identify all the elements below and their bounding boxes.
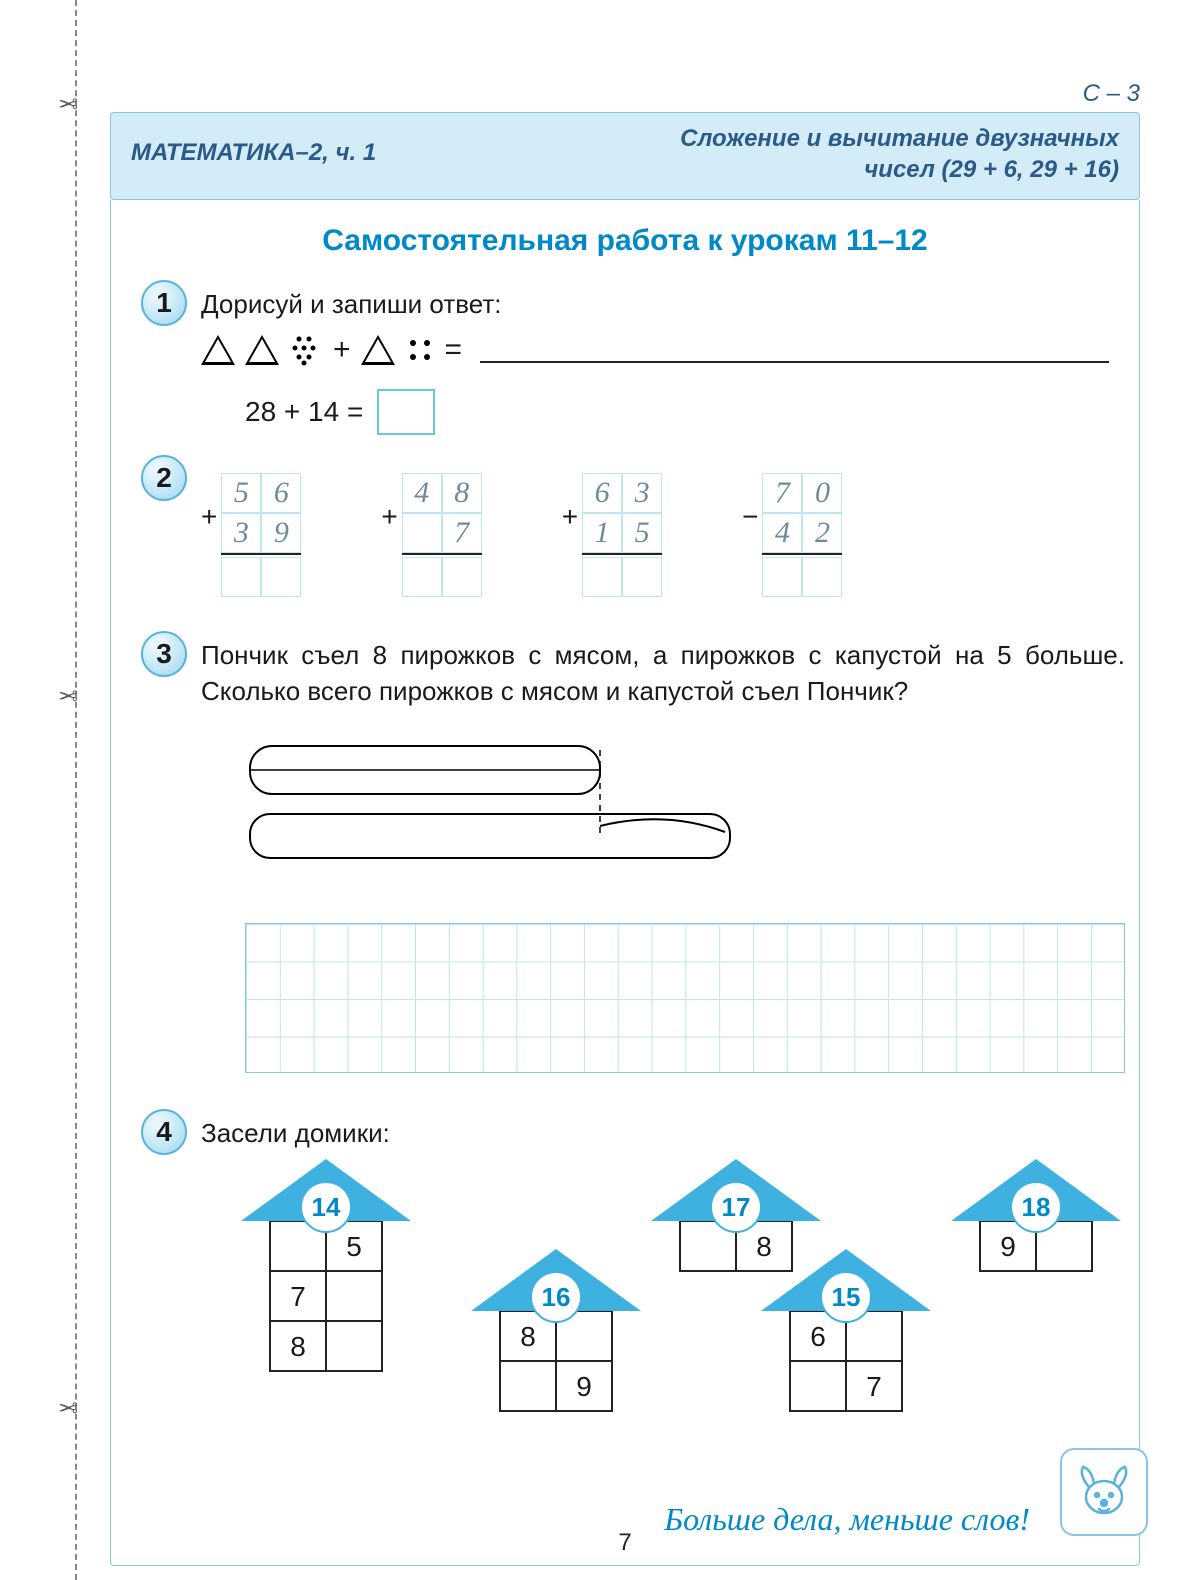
digit-cell[interactable] [622,557,662,597]
number-house: 1689 [471,1241,641,1411]
answer-blank-line[interactable] [480,337,1109,363]
column-arithmetic-row: +5639+487+6315−7042 [201,473,1109,597]
digit-cell[interactable]: 1 [582,513,622,553]
triangle-icon [201,335,235,365]
task-number-badge: 3 [141,631,187,677]
scissors-icon: ✂ [58,680,78,709]
operator-sign: + [381,497,397,536]
number-house: 14578 [241,1151,411,1371]
digit-cell[interactable]: 7 [762,473,802,513]
mascot-box [1060,1448,1148,1536]
column-problem: −7042 [742,473,842,597]
house-cell[interactable] [499,1360,557,1412]
task1-prompt: Дорисуй и запиши ответ: [201,286,1109,322]
digit-cell[interactable]: 3 [622,473,662,513]
task-number-badge: 2 [141,455,187,501]
house-number: 17 [710,1181,762,1233]
working-grid[interactable] [245,923,1125,1073]
operator-sign: + [562,497,578,536]
digit-cell[interactable]: 0 [802,473,842,513]
digit-cell[interactable]: 3 [221,513,261,553]
book-title: МАТЕМАТИКА–2, ч. 1 [131,123,376,167]
scissors-icon: ✂ [58,88,78,117]
houses-area: 14578 1689 17 8 1567 18 9 [211,1151,1109,1521]
digit-cell[interactable] [261,557,301,597]
column-problem: +487 [381,473,481,597]
house-number: 18 [1010,1181,1062,1233]
expression-text: 28 + 14 = [245,392,363,431]
worksheet-page: С – 3 МАТЕМАТИКА–2, ч. 1 Сложение и вычи… [110,80,1140,1566]
house-number: 16 [530,1271,582,1323]
digit-cell[interactable]: 6 [582,473,622,513]
dots-4-icon [405,335,435,365]
column-problem: +5639 [201,473,301,597]
triangle-icon [361,335,395,365]
digit-cell[interactable]: 2 [802,513,842,553]
digit-cell[interactable]: 9 [261,513,301,553]
scissors-icon: ✂ [58,1392,78,1421]
digit-cell[interactable]: 6 [261,473,301,513]
house-cell[interactable] [325,1320,383,1372]
digit-cell[interactable]: 5 [622,513,662,553]
house-cell[interactable] [325,1270,383,1322]
digit-cell[interactable]: 4 [762,513,802,553]
task1-numeric-equation: 28 + 14 = [245,389,1109,435]
digit-cell[interactable]: 5 [221,473,261,513]
task-number-badge: 1 [141,280,187,326]
digit-cell[interactable] [402,513,442,553]
digit-cell[interactable]: 7 [442,513,482,553]
house-grid: 67 [790,1311,931,1411]
header-band: МАТЕМАТИКА–2, ч. 1 Сложение и вычитание … [110,112,1140,200]
task-2: 2 +5639+487+6315−7042 [141,455,1109,617]
column-grid[interactable]: 7042 [762,473,842,597]
task3-text: Пончик съел 8 пирожков с мясом, а пирожк… [201,637,1125,710]
task-3: 3 Пончик съел 8 пирожков с мясом, а пиро… [141,631,1109,1083]
digit-cell[interactable]: 8 [442,473,482,513]
footer-quote: Больше дела, меньше слов! [664,1501,1030,1538]
task-4: 4 Засели домики: 14578 1689 17 8 1567 18 9 [141,1109,1109,1521]
dots-8-icon [289,333,323,367]
page-code: С – 3 [110,80,1140,108]
operator-sign: − [742,497,758,536]
digit-cell[interactable] [402,557,442,597]
topic-title: Сложение и вычитание двузначных чисел (2… [680,123,1119,185]
digit-cell[interactable] [582,557,622,597]
segment-diagram [245,740,1125,899]
triangle-icon [245,335,279,365]
task1-pictorial-equation: + = [201,329,1109,371]
digit-cell[interactable] [802,557,842,597]
digit-cell[interactable] [221,557,261,597]
worksheet-title: Самостоятельная работа к урокам 11–12 [141,224,1109,258]
house-cell[interactable] [789,1360,847,1412]
column-grid[interactable]: 487 [402,473,482,597]
number-house: 189 [951,1151,1121,1271]
house-grid: 578 [270,1221,411,1371]
topic-line-1: Сложение и вычитание двузначных [680,123,1119,154]
house-cell[interactable]: 8 [269,1320,327,1372]
column-problem: +6315 [562,473,662,597]
house-grid: 89 [500,1311,641,1411]
house-cell[interactable]: 7 [269,1270,327,1322]
page-number: 7 [618,1529,631,1557]
plus-sign: + [333,329,351,371]
task-1: 1 Дорисуй и запиши ответ: + [141,280,1109,440]
task4-prompt: Засели домики: [201,1115,1109,1151]
house-cell[interactable]: 7 [845,1360,903,1412]
house-number: 14 [300,1181,352,1233]
number-house: 1567 [761,1241,931,1411]
equals-sign: = [445,329,463,371]
digit-cell[interactable]: 4 [402,473,442,513]
house-cell[interactable]: 9 [555,1360,613,1412]
house-number: 15 [820,1271,872,1323]
cut-line [75,0,77,1580]
operator-sign: + [201,497,217,536]
content-box: Самостоятельная работа к урокам 11–12 1 … [110,200,1140,1566]
digit-cell[interactable] [762,557,802,597]
column-grid[interactable]: 6315 [582,473,662,597]
task-number-badge: 4 [141,1109,187,1155]
answer-box[interactable] [377,389,435,435]
digit-cell[interactable] [442,557,482,597]
topic-line-2: чисел (29 + 6, 29 + 16) [680,154,1119,185]
column-grid[interactable]: 5639 [221,473,301,597]
